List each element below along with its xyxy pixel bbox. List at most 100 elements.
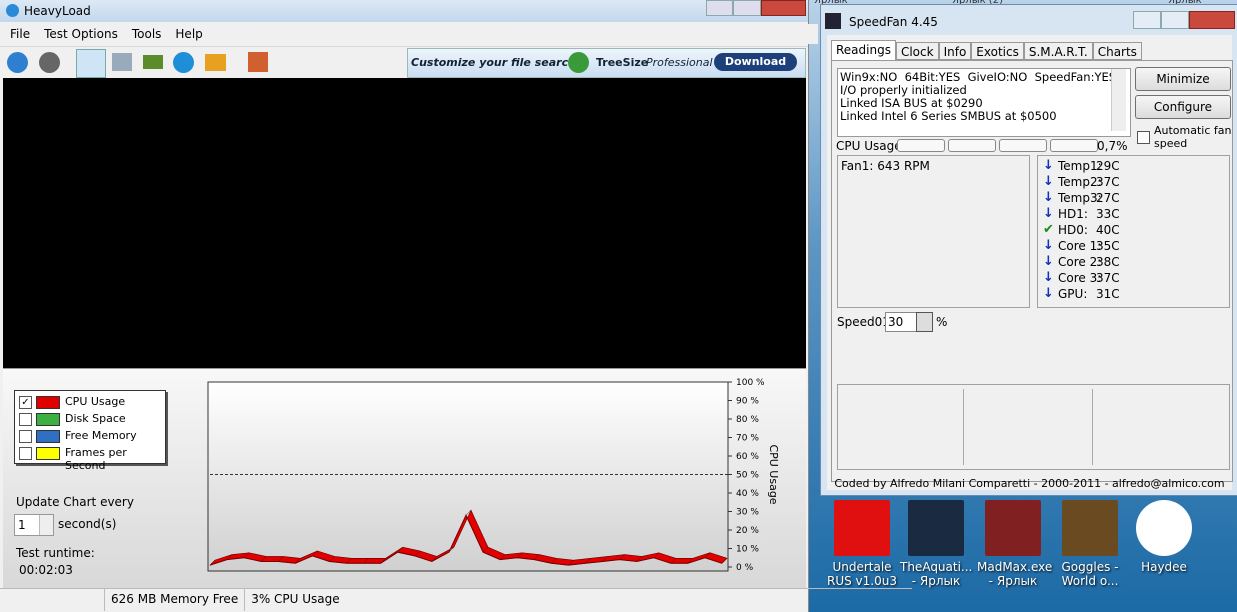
log-line: Win9x:NO 64Bit:YES GiveIO:NO SpeedFan:YE… xyxy=(840,70,1117,84)
tab[interactable]: Info xyxy=(938,42,972,60)
speedfan-window: SpeedFan 4.45 Readings Clock Info Exotics S.… xyxy=(820,4,1237,496)
button[interactable]: Configure xyxy=(1135,95,1231,119)
menu-item[interactable]: Tools xyxy=(131,27,162,41)
desktop-icon[interactable] xyxy=(985,500,1041,556)
speedfan-title: SpeedFan 4.45 xyxy=(849,15,938,29)
y-axis-label: CPU Usage xyxy=(767,444,780,504)
disk-io-tool[interactable] xyxy=(205,54,226,71)
desktop-icon[interactable] xyxy=(1062,500,1118,556)
auto-fan-checkbox[interactable] xyxy=(1137,131,1150,144)
close[interactable] xyxy=(760,0,806,16)
cpu-line xyxy=(209,514,723,566)
y-tick-label: 70 % xyxy=(736,434,759,444)
desktop-icon[interactable] xyxy=(834,500,890,556)
temp-value: 38C xyxy=(1096,255,1120,269)
start-button[interactable] xyxy=(7,52,28,73)
close[interactable] xyxy=(1188,11,1235,29)
legend-checkbox[interactable]: ✓ xyxy=(19,396,32,409)
minimize[interactable] xyxy=(706,0,734,16)
y-tick-label: 10 % xyxy=(736,545,759,555)
temp-label: GPU: xyxy=(1058,287,1088,301)
temp-value: 40C xyxy=(1096,223,1120,237)
down-arrow: ↓ xyxy=(1043,158,1054,173)
options-tool[interactable] xyxy=(248,52,268,72)
temp-value: 33C xyxy=(1096,207,1120,221)
legend-label: Frames per Second xyxy=(65,446,127,472)
y-tick-label: 40 % xyxy=(736,489,759,499)
cpu-meter xyxy=(999,139,1047,152)
temp-panel: ↓ Temp1: 29C ↓ Temp2: 37C ↓ Temp3: 27C ↓ HD1: 33C ✔ H… xyxy=(1037,155,1230,308)
disk-tool[interactable] xyxy=(112,53,132,71)
minimize[interactable] xyxy=(1133,11,1161,29)
y-tick-label: 80 % xyxy=(736,415,759,425)
update-spinner[interactable]: 1 xyxy=(14,514,54,536)
memory-tool[interactable] xyxy=(143,55,163,69)
ribbon-edge xyxy=(636,556,642,562)
down-arrow: ↓ xyxy=(1043,254,1054,269)
heavyload-window: HeavyLoad File Test Options Tools Help Cust… xyxy=(0,0,912,612)
legend-checkbox[interactable] xyxy=(19,413,32,426)
menu-item[interactable]: File xyxy=(10,27,31,41)
cpu-meters xyxy=(897,139,1098,152)
button[interactable]: Minimize xyxy=(1135,67,1231,91)
desktop-icon[interactable] xyxy=(1136,500,1192,556)
tab[interactable]: Readings xyxy=(831,40,896,60)
temp-value: 29C xyxy=(1096,159,1120,173)
temp-value: 31C xyxy=(1096,287,1120,301)
plot-background xyxy=(207,381,729,572)
temp-value: 37C xyxy=(1096,175,1120,189)
status-field: 3% CPU Usage xyxy=(244,589,345,611)
desktop-label: Ярлык xyxy=(814,0,848,6)
menu-item[interactable]: Test Options xyxy=(44,27,118,41)
maximize[interactable] xyxy=(733,0,761,16)
update-value: 1 xyxy=(18,518,26,532)
menu-item[interactable]: Help xyxy=(175,27,203,41)
desktop-icon[interactable] xyxy=(908,500,964,556)
ribbon-edge xyxy=(209,559,216,566)
legend-swatch xyxy=(36,396,60,409)
legend-checkbox[interactable] xyxy=(19,447,32,460)
icon-label[interactable]: TheAquati... - Ярлык xyxy=(900,560,973,588)
divider xyxy=(963,389,964,465)
legend: ✓ CPU Usage Disk Space Free Memory Frames pe… xyxy=(14,390,166,472)
down-arrow: ↓ xyxy=(1043,270,1054,285)
ok-icon: ✔ xyxy=(1043,222,1054,237)
legend-checkbox[interactable] xyxy=(19,430,32,443)
ad-banner[interactable]: Customize your file search TreeSize Prof… xyxy=(407,48,806,78)
maximize[interactable] xyxy=(1160,11,1189,29)
app-icon xyxy=(6,4,19,17)
fan-panel: Fan1: 643 RPM xyxy=(837,155,1030,308)
tab[interactable]: Charts xyxy=(1092,42,1142,60)
temp-label: Core 2: xyxy=(1058,255,1102,269)
temp-label: Temp3: xyxy=(1058,191,1102,205)
legend-swatch xyxy=(36,447,60,460)
speed-unit: % xyxy=(936,315,948,329)
ribbon-edge xyxy=(534,554,540,560)
speed-input[interactable]: 30 xyxy=(885,312,917,332)
ad-edition: Professional xyxy=(646,56,713,69)
download-button[interactable]: Download xyxy=(714,53,797,71)
cpu-tool[interactable] xyxy=(76,49,106,78)
window-controls[interactable] xyxy=(706,0,806,16)
log-scrollbar[interactable] xyxy=(1111,69,1126,131)
spinner-arrows[interactable] xyxy=(39,515,53,535)
stop-button[interactable] xyxy=(39,52,60,73)
log-line: Linked ISA BUS at $0290 xyxy=(840,96,983,110)
temp-label: Core 3: xyxy=(1058,271,1102,285)
tab[interactable]: Clock xyxy=(895,42,939,60)
cpu-meter xyxy=(897,139,945,152)
toolbar: Customize your file search TreeSize Prof… xyxy=(0,46,808,79)
window-controls[interactable] xyxy=(1133,11,1235,29)
tab[interactable]: S.M.A.R.T. xyxy=(1023,42,1093,60)
speed-spinner[interactable] xyxy=(916,312,933,332)
update-label: Update Chart every xyxy=(16,495,134,509)
icon-label[interactable]: Goggles - World o... xyxy=(1061,560,1119,588)
gpu-tool[interactable] xyxy=(173,52,194,73)
icon-label[interactable]: Haydee xyxy=(1141,560,1187,574)
ribbon-edge xyxy=(704,552,711,558)
temp-label: Core 1: xyxy=(1058,239,1102,253)
icon-label[interactable]: MadMax.exe - Ярлык xyxy=(977,560,1053,588)
tab[interactable]: Exotics xyxy=(971,42,1024,60)
icon-label[interactable]: Undertale RUS v1.0u3 xyxy=(827,560,897,588)
